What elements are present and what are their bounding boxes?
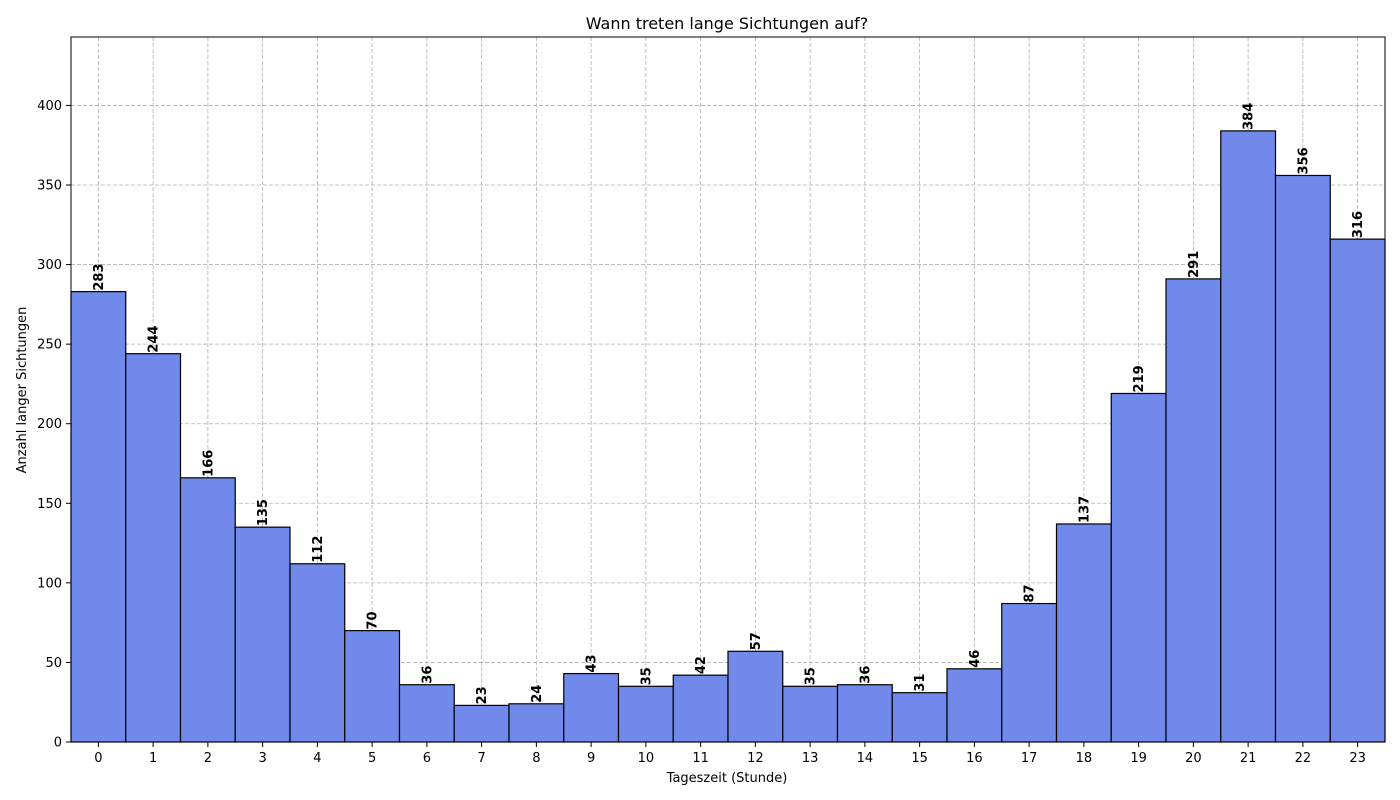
bar — [891, 692, 948, 743]
x-tick-label: 1 — [149, 751, 157, 766]
bar — [289, 563, 346, 743]
x-tick-label: 2 — [204, 751, 212, 766]
x-tick-label: 7 — [477, 751, 485, 766]
x-tick-label: 18 — [1076, 751, 1093, 766]
grid — [71, 37, 1385, 743]
bar — [782, 685, 839, 743]
bar — [1329, 238, 1386, 743]
x-tick-label: 6 — [423, 751, 431, 766]
x-tick-label: 9 — [587, 751, 595, 766]
data-label: 23 — [475, 686, 490, 704]
bar — [1274, 174, 1331, 743]
data-label: 87 — [1023, 584, 1038, 602]
bar — [836, 684, 893, 743]
data-label: 24 — [530, 685, 545, 703]
data-label: 244 — [147, 326, 162, 353]
data-label: 57 — [749, 632, 764, 650]
y-axis: 0 50 100 150 200 250 300 350 400 — [37, 99, 71, 751]
data-label: 166 — [201, 450, 216, 477]
y-tick-label: 100 — [37, 576, 62, 591]
x-tick-label: 22 — [1295, 751, 1312, 766]
data-label: 283 — [92, 263, 107, 290]
x-tick-label: 3 — [258, 751, 266, 766]
x-axis-label: Tageszeit (Stunde) — [666, 771, 788, 786]
y-tick-label: 250 — [37, 338, 62, 353]
x-tick-label: 23 — [1349, 751, 1366, 766]
bar — [946, 668, 1003, 743]
x-axis: 0 1 2 3 4 5 6 7 8 9 10 11 12 13 14 15 16 17 18 19 20 21 22 23 — [94, 742, 1366, 766]
x-tick-label: 20 — [1185, 751, 1202, 766]
x-tick-label: 16 — [966, 751, 983, 766]
x-tick-label: 11 — [692, 751, 709, 766]
bars — [70, 130, 1386, 743]
data-label: 291 — [1187, 251, 1202, 278]
data-label: 219 — [1132, 365, 1147, 392]
x-tick-label: 5 — [368, 751, 376, 766]
bar — [1220, 130, 1277, 743]
bar — [563, 672, 620, 743]
data-label: 356 — [1296, 147, 1311, 174]
bar — [1110, 392, 1167, 743]
bar — [508, 703, 565, 743]
data-labels: 283 244 166 135 112 70 36 23 24 43 35 42 57 35 36 31 46 8… — [92, 103, 1366, 705]
data-label: 137 — [1077, 496, 1092, 523]
y-axis-label: Anzahl langer Sichtungen — [15, 307, 30, 474]
bar — [234, 526, 291, 743]
data-label: 316 — [1351, 211, 1366, 238]
chart-title: Wann treten lange Sichtungen auf? — [586, 14, 869, 33]
data-label: 46 — [968, 650, 983, 668]
data-label: 384 — [1242, 103, 1257, 130]
data-label: 135 — [256, 499, 271, 526]
x-tick-label: 15 — [911, 751, 928, 766]
data-label: 31 — [913, 674, 928, 692]
bar — [179, 477, 236, 743]
y-tick-label: 200 — [37, 417, 62, 432]
plot-frame — [70, 36, 1386, 743]
bar — [453, 704, 510, 743]
y-tick-label: 400 — [37, 99, 62, 114]
x-tick-label: 4 — [313, 751, 321, 766]
data-label: 35 — [804, 667, 819, 685]
data-label: 36 — [420, 666, 435, 684]
y-tick-label: 50 — [45, 656, 62, 671]
y-tick-label: 0 — [54, 736, 62, 751]
data-label: 42 — [694, 656, 709, 674]
data-label: 70 — [366, 612, 381, 630]
x-tick-label: 10 — [638, 751, 655, 766]
y-tick-label: 350 — [37, 179, 62, 194]
x-tick-label: 12 — [747, 751, 764, 766]
x-tick-label: 8 — [532, 751, 540, 766]
bar — [1055, 523, 1112, 743]
bar — [344, 630, 401, 743]
bar — [617, 685, 674, 743]
bar — [398, 684, 455, 743]
data-label: 35 — [639, 667, 654, 685]
y-tick-label: 150 — [37, 497, 62, 512]
bar — [1165, 278, 1222, 743]
x-tick-label: 0 — [94, 751, 102, 766]
bar — [125, 353, 182, 743]
x-tick-label: 13 — [802, 751, 819, 766]
x-tick-label: 14 — [857, 751, 874, 766]
data-label: 36 — [858, 666, 873, 684]
data-label: 112 — [311, 536, 326, 563]
bar — [672, 674, 729, 743]
x-tick-label: 17 — [1021, 751, 1038, 766]
x-tick-label: 21 — [1240, 751, 1257, 766]
y-tick-label: 300 — [37, 258, 62, 273]
x-tick-label: 19 — [1130, 751, 1147, 766]
bar — [727, 650, 784, 743]
bar — [1001, 602, 1058, 743]
bar — [70, 291, 127, 743]
data-label: 43 — [585, 654, 600, 672]
